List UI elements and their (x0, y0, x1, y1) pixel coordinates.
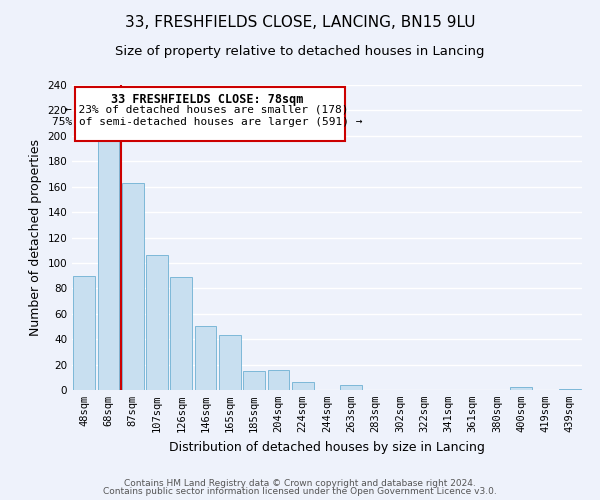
Bar (170, 277, 192, 390)
Y-axis label: Number of detached properties: Number of detached properties (29, 139, 42, 336)
Text: 75% of semi-detached houses are larger (591) →: 75% of semi-detached houses are larger (… (52, 117, 362, 127)
Bar (97, 136, 119, 390)
Bar (122, 183, 143, 390)
Bar (243, 371, 265, 390)
Bar (292, 382, 314, 390)
X-axis label: Distribution of detached houses by size in Lancing: Distribution of detached houses by size … (169, 440, 485, 454)
Text: 33 FRESHFIELDS CLOSE: 78sqm: 33 FRESHFIELDS CLOSE: 78sqm (111, 92, 304, 106)
Bar (559, 388, 581, 390)
Bar (511, 388, 532, 390)
Bar (340, 385, 362, 390)
Text: Contains HM Land Registry data © Crown copyright and database right 2024.: Contains HM Land Registry data © Crown c… (124, 478, 476, 488)
Bar (73, 276, 95, 390)
Bar (146, 256, 168, 390)
Bar (194, 326, 217, 390)
FancyBboxPatch shape (74, 86, 345, 142)
Text: Contains public sector information licensed under the Open Government Licence v3: Contains public sector information licen… (103, 487, 497, 496)
Text: 33, FRESHFIELDS CLOSE, LANCING, BN15 9LU: 33, FRESHFIELDS CLOSE, LANCING, BN15 9LU (125, 15, 475, 30)
Bar (268, 370, 289, 390)
Text: Size of property relative to detached houses in Lancing: Size of property relative to detached ho… (115, 45, 485, 58)
Bar (219, 336, 241, 390)
Text: ← 23% of detached houses are smaller (178): ← 23% of detached houses are smaller (17… (65, 105, 349, 115)
